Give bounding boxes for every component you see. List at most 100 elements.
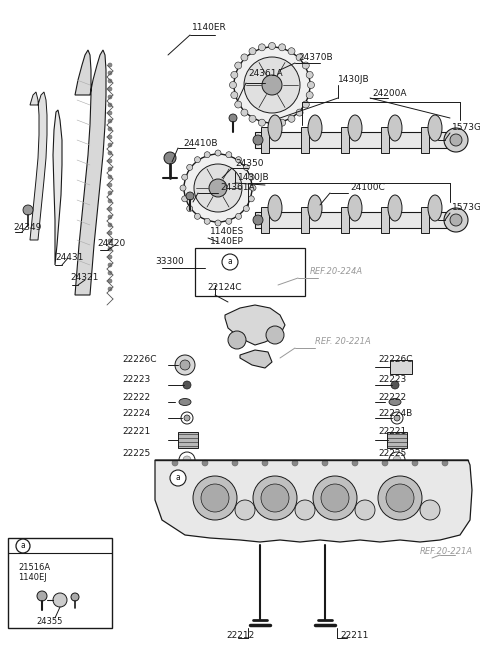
Polygon shape	[421, 207, 429, 233]
Text: a: a	[21, 541, 25, 550]
Circle shape	[241, 109, 248, 116]
Polygon shape	[75, 50, 106, 295]
Circle shape	[236, 214, 241, 219]
Text: 1140EP: 1140EP	[210, 238, 244, 247]
Circle shape	[108, 263, 112, 267]
Circle shape	[108, 175, 112, 179]
Circle shape	[108, 279, 112, 283]
Circle shape	[258, 44, 265, 51]
Text: 22224B: 22224B	[378, 408, 412, 417]
Circle shape	[108, 159, 112, 163]
Circle shape	[108, 79, 112, 83]
Circle shape	[262, 75, 282, 95]
Circle shape	[234, 47, 310, 123]
Ellipse shape	[388, 115, 402, 141]
Circle shape	[108, 255, 112, 259]
Circle shape	[108, 119, 112, 123]
Circle shape	[229, 82, 237, 88]
Text: 22225: 22225	[122, 448, 150, 458]
Polygon shape	[301, 207, 309, 233]
Text: 22221: 22221	[122, 428, 150, 437]
Text: 24350: 24350	[235, 158, 264, 167]
Circle shape	[108, 143, 112, 147]
Circle shape	[164, 152, 176, 164]
Circle shape	[248, 196, 254, 202]
Circle shape	[386, 484, 414, 512]
Circle shape	[222, 254, 238, 270]
Bar	[390, 360, 412, 374]
Text: REF.20-224A: REF.20-224A	[310, 267, 363, 276]
Bar	[195, 248, 305, 296]
Circle shape	[215, 220, 221, 226]
Circle shape	[249, 48, 256, 55]
Text: 22222: 22222	[122, 393, 150, 402]
Circle shape	[228, 331, 246, 349]
Circle shape	[108, 191, 112, 195]
Polygon shape	[155, 460, 472, 542]
Polygon shape	[421, 127, 429, 153]
Ellipse shape	[179, 398, 191, 406]
Text: 1430JB: 1430JB	[238, 173, 270, 182]
Circle shape	[355, 500, 375, 520]
Ellipse shape	[388, 195, 402, 221]
Circle shape	[296, 109, 303, 116]
Circle shape	[23, 205, 33, 215]
Circle shape	[321, 484, 349, 512]
Polygon shape	[381, 127, 389, 153]
Text: 22212: 22212	[226, 630, 254, 639]
Circle shape	[306, 92, 313, 99]
Circle shape	[253, 215, 263, 225]
Circle shape	[302, 62, 309, 69]
Circle shape	[235, 500, 255, 520]
Circle shape	[278, 119, 286, 126]
Ellipse shape	[268, 195, 282, 221]
Circle shape	[243, 164, 249, 171]
Text: REF. 20-221A: REF. 20-221A	[315, 337, 371, 347]
Text: 1573GG: 1573GG	[452, 123, 480, 132]
Text: 24370B: 24370B	[298, 53, 333, 62]
Circle shape	[268, 121, 276, 127]
Text: 24361A: 24361A	[248, 69, 283, 77]
Polygon shape	[261, 127, 269, 153]
Circle shape	[108, 183, 112, 187]
Circle shape	[180, 360, 190, 370]
Circle shape	[108, 135, 112, 139]
Circle shape	[394, 415, 400, 421]
Circle shape	[187, 164, 192, 171]
Polygon shape	[341, 207, 349, 233]
Circle shape	[172, 460, 178, 466]
Text: 33300: 33300	[155, 258, 184, 267]
Circle shape	[295, 500, 315, 520]
Text: 1140EJ: 1140EJ	[18, 574, 47, 583]
Circle shape	[209, 179, 227, 197]
Circle shape	[201, 484, 229, 512]
Text: 1140ES: 1140ES	[210, 228, 244, 236]
Circle shape	[393, 456, 401, 464]
Polygon shape	[255, 212, 455, 228]
Circle shape	[71, 593, 79, 601]
Circle shape	[253, 135, 263, 145]
Circle shape	[193, 476, 237, 520]
Circle shape	[248, 174, 254, 180]
Circle shape	[204, 152, 210, 158]
Polygon shape	[381, 207, 389, 233]
Circle shape	[184, 415, 190, 421]
Text: 1140ER: 1140ER	[192, 23, 227, 32]
Circle shape	[278, 44, 286, 51]
Text: REF.20-221A: REF.20-221A	[420, 548, 473, 556]
Circle shape	[108, 167, 112, 171]
Text: 24420: 24420	[97, 238, 125, 247]
Circle shape	[182, 196, 188, 202]
Circle shape	[288, 116, 295, 122]
Ellipse shape	[348, 195, 362, 221]
Circle shape	[108, 287, 112, 291]
Polygon shape	[341, 127, 349, 153]
Circle shape	[250, 185, 256, 191]
Circle shape	[108, 199, 112, 203]
Circle shape	[179, 452, 195, 468]
Polygon shape	[301, 127, 309, 153]
Circle shape	[444, 208, 468, 232]
Text: 21516A: 21516A	[18, 563, 50, 572]
Circle shape	[288, 48, 295, 55]
Ellipse shape	[428, 195, 442, 221]
